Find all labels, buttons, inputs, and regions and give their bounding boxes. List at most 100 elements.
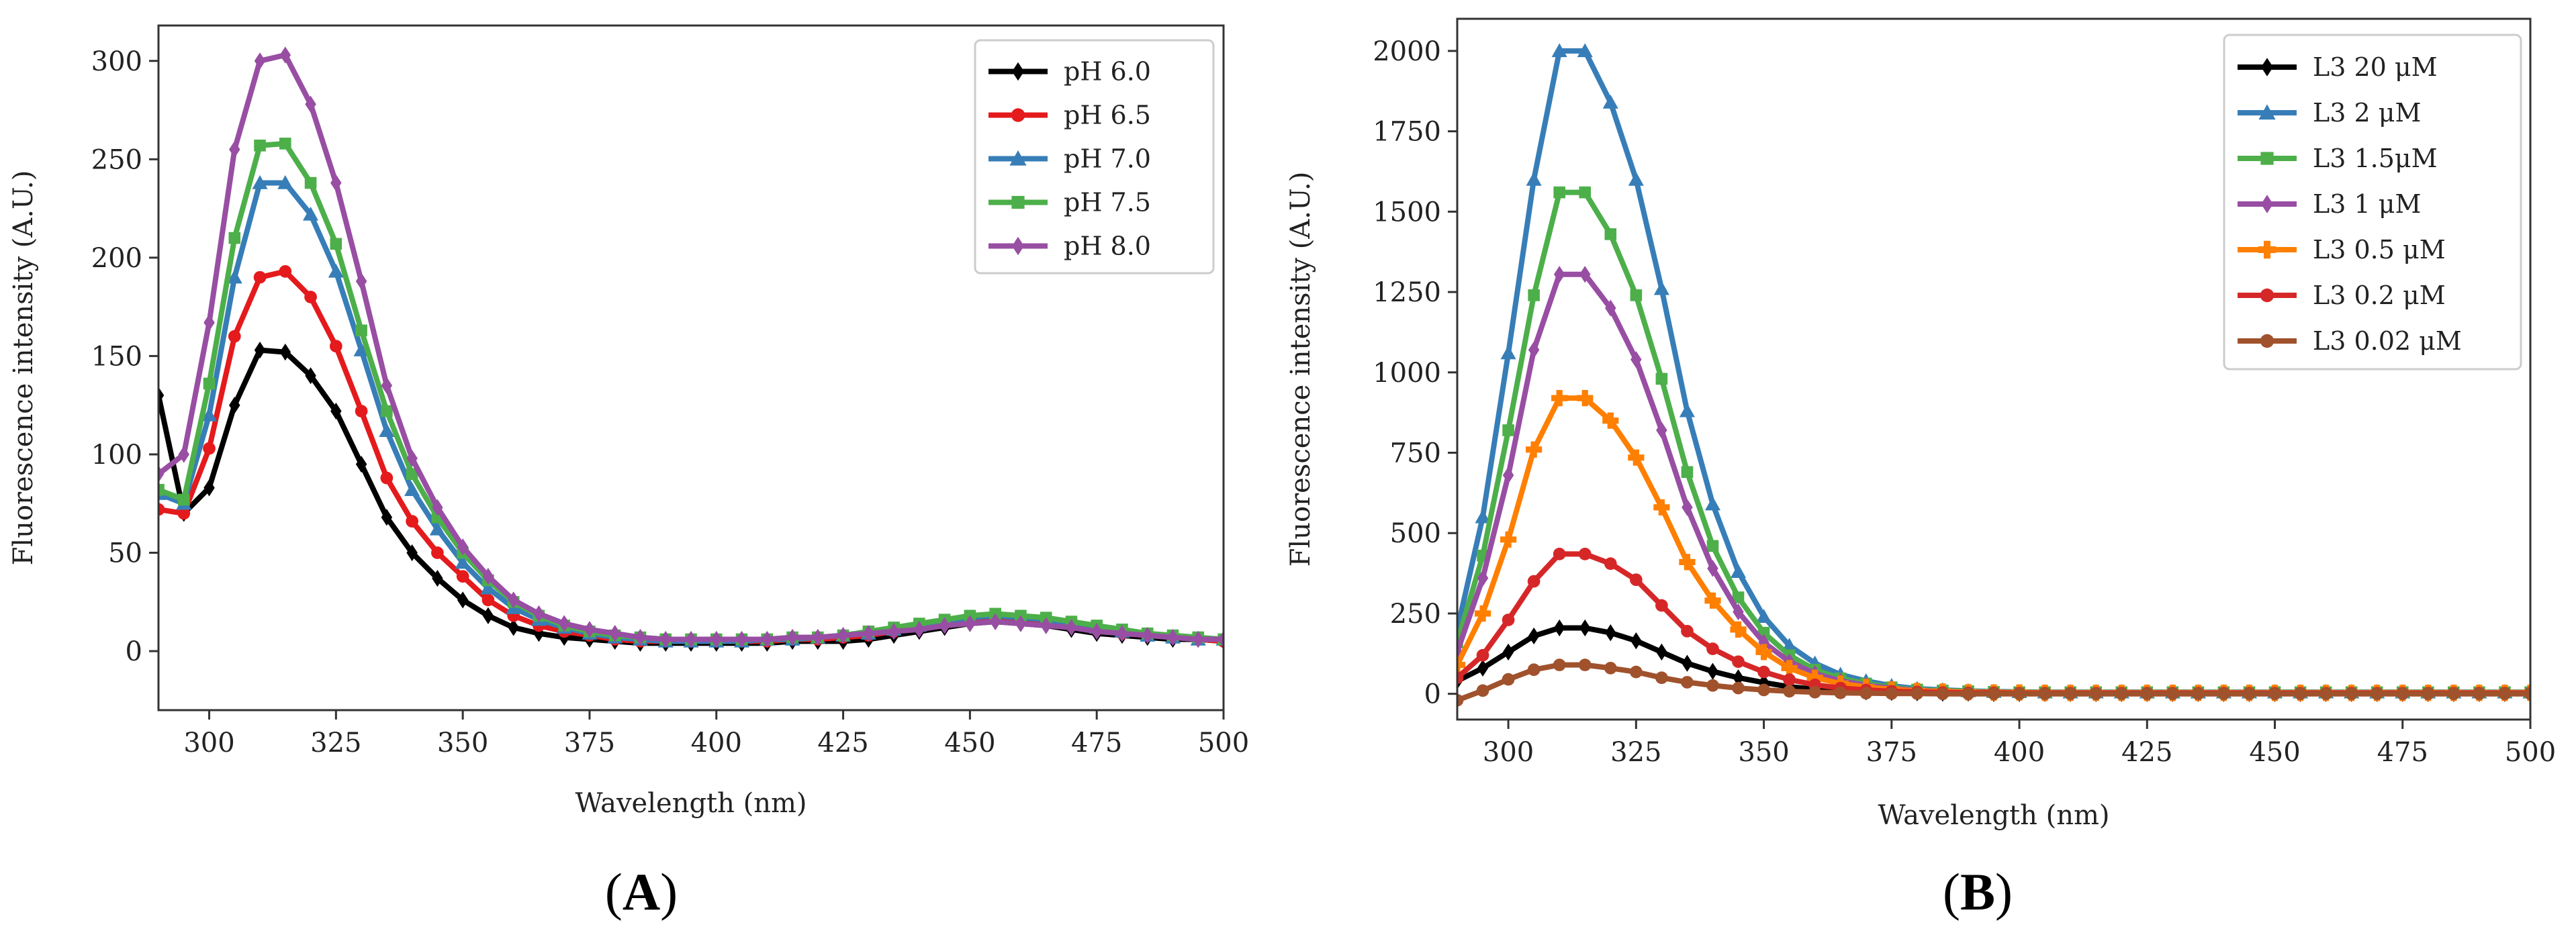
data-point-4-41 [1192,630,1204,648]
data-point-4-8 [1653,499,1670,516]
data-point-3-8 [1656,422,1667,439]
data-point-6-17 [1885,687,1898,700]
data-point-6-8 [1655,671,1668,685]
panel-a: 300 325 350 375 400 425 450 475 500 0 50 100 150 200 2… [8,24,1249,921]
data-point-4-32 [964,615,976,632]
data-point-3-4 [254,139,266,152]
data-point-0-10 [1707,662,1718,680]
data-point-4-22 [710,630,723,648]
data-point-2-3 [1528,289,1540,301]
data-point-4-1 [178,446,190,463]
x-tick-label: 325 [1610,737,1661,768]
data-point-4-11 [1730,621,1747,638]
y-tick-label: 150 [91,341,142,372]
data-point-2-4 [252,175,268,189]
data-point-6-18 [1911,687,1924,700]
y-tick-label: 1500 [1373,197,1441,228]
x-tick-label: 450 [944,728,995,758]
x-tick-label: 475 [1071,728,1122,758]
data-point-6-22 [2013,687,2026,701]
y-tick-label: 50 [108,538,142,569]
data-point-6-31 [2243,687,2256,701]
data-point-4-28 [863,625,874,642]
data-point-2-8 [353,342,369,356]
data-point-6-39 [2447,687,2460,701]
y-axis-label: Fluorescence intensity (A.U.) [1285,172,1316,567]
data-point-2-13 [480,580,496,595]
data-point-6-36 [2371,687,2384,701]
data-point-1-10 [1704,496,1721,511]
data-point-6-23 [2038,687,2052,701]
data-point-0-5 [1579,619,1591,637]
data-point-4-9 [1679,554,1696,571]
legend-marker-5 [2260,288,2274,303]
data-point-5-13 [1783,673,1796,686]
data-point-6-34 [2319,687,2332,701]
data-point-3-11 [1733,603,1744,621]
x-tick-label: 475 [2377,737,2428,768]
legend-label-1: L3 2 μM [2313,98,2421,128]
legend: L3 20 μM L3 2 μM L3 1.5μM L3 1 μM L3 0.5 μM L… [2223,34,2522,371]
y-tick-label: 200 [91,243,142,274]
data-point-0-14 [508,619,519,636]
data-point-1-11 [1730,564,1747,578]
series-line-0 [158,347,1224,646]
data-point-4-2 [1500,531,1517,548]
data-point-4-42 [1217,630,1224,648]
data-point-1-9 [380,471,394,485]
data-point-4-2 [203,313,215,332]
legend-marker-2 [1009,150,1027,166]
data-point-0-1 [1477,659,1489,677]
data-point-5-0 [1457,671,1464,685]
data-point-4-14 [1806,669,1823,686]
data-point-6-15 [1834,686,1847,699]
data-point-6-4 [1553,658,1566,671]
plot-frame [1456,17,2532,721]
data-point-0-12 [457,591,469,609]
data-point-6-16 [1859,687,1873,700]
x-tick-label: 400 [691,728,742,758]
data-point-0-8 [1656,643,1667,661]
legend-marker-6 [2260,334,2274,348]
data-point-4-18 [609,625,620,642]
data-point-0-13 [482,607,494,624]
data-point-3-9 [1682,499,1693,516]
data-point-6-25 [2089,687,2103,701]
data-point-4-26 [812,628,824,646]
data-point-0-2 [203,479,215,497]
data-point-4-13 [1781,660,1798,677]
data-point-4-11 [432,499,443,516]
data-point-2-11 [429,521,445,536]
data-point-4-0 [158,465,165,483]
data-point-0-5 [279,343,291,361]
data-point-6-6 [1604,662,1617,675]
series-line-0 [1457,625,2530,697]
data-point-4-12 [457,538,469,556]
data-point-4-21 [685,630,697,648]
data-point-4-1 [1474,605,1491,622]
data-point-3-1 [1477,569,1489,587]
x-tick-label: 425 [817,728,868,758]
panel-letter: (A) [605,863,678,921]
data-point-5-4 [1553,548,1566,560]
data-point-6-5 [1578,658,1592,671]
data-point-3-0 [158,483,165,496]
data-point-0-7 [330,402,342,420]
x-tick-label: 375 [1866,737,1917,768]
data-point-5-3 [1527,575,1540,588]
data-point-1-1 [1475,509,1491,524]
data-point-2-2 [1502,424,1514,436]
data-point-0-9 [381,509,393,526]
data-point-4-10 [406,450,418,467]
data-point-1-4 [1551,43,1567,58]
data-point-4-16 [558,615,570,632]
legend-marker-2 [2260,152,2274,165]
x-tick-label: 500 [2505,737,2556,768]
data-point-3-7 [330,238,342,250]
x-axis-label: Wavelength (nm) [575,788,807,819]
data-point-3-8 [355,324,367,337]
data-point-4-38 [1116,625,1128,642]
data-point-4-35 [1040,617,1052,634]
panel-b: 300 325 350 375 400 425 450 475 500 0 250 500 750 100… [1285,17,2556,921]
data-point-2-4 [1553,186,1565,199]
